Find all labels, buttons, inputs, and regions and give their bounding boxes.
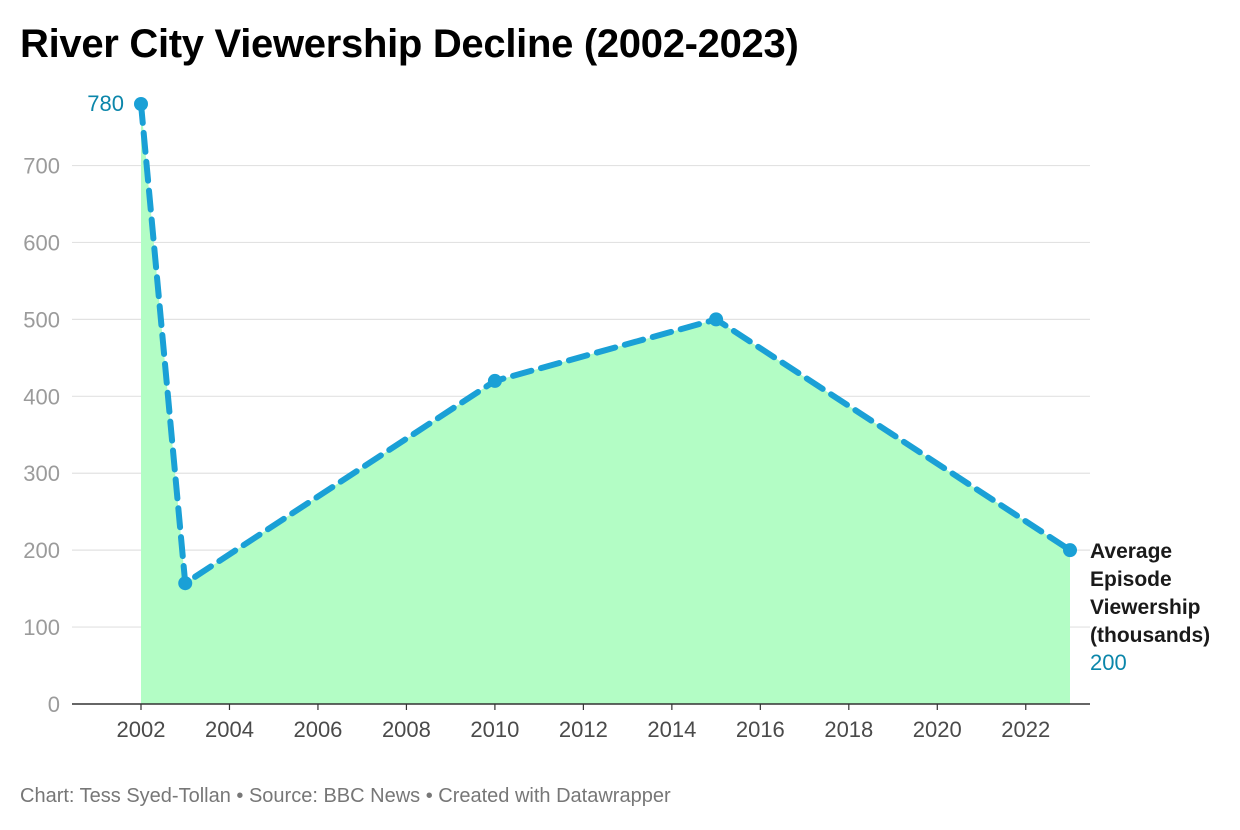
- area-fill-layer: [141, 104, 1070, 704]
- series-name-label: Average: [1090, 540, 1172, 563]
- chart-labels: 0 100 200 300 400 500 600 700 2002 2004 2006 2008 20…: [23, 91, 1210, 742]
- y-tick-label-500: 500: [23, 307, 60, 332]
- x-tick-label-2012: 2012: [559, 717, 608, 742]
- y-tick-label-200: 200: [23, 538, 60, 563]
- area-fill: [141, 104, 1070, 704]
- data-point-2002: [134, 97, 148, 111]
- series-name-label: (thousands): [1090, 624, 1210, 647]
- x-tick-label-2010: 2010: [470, 717, 519, 742]
- x-tick-label-2016: 2016: [736, 717, 785, 742]
- chart-title: River City Viewership Decline (2002-2023…: [20, 22, 799, 66]
- x-tick-label-2006: 2006: [293, 717, 342, 742]
- axes: [72, 703, 1090, 710]
- data-point-2003: [178, 576, 193, 591]
- x-tick-label-2022: 2022: [1001, 717, 1050, 742]
- y-tick-label-300: 300: [23, 461, 60, 486]
- x-tick-label-2020: 2020: [913, 717, 962, 742]
- series-name-label: Episode: [1090, 568, 1172, 591]
- data-point-2015: [709, 312, 724, 327]
- x-tick-label-2008: 2008: [382, 717, 431, 742]
- y-tick-label-400: 400: [23, 384, 60, 409]
- value-label-2002: 780: [87, 91, 124, 116]
- y-tick-label-600: 600: [23, 230, 60, 255]
- x-tick-label-2002: 2002: [117, 717, 166, 742]
- footer-separator: •: [420, 785, 439, 807]
- y-tick-label-100: 100: [23, 615, 60, 640]
- footer-tool: Created with Datawrapper: [438, 785, 671, 807]
- x-tick-label-2014: 2014: [647, 717, 696, 742]
- data-point-2010: [487, 373, 502, 388]
- data-points: [134, 97, 1077, 591]
- footer-source: Source: BBC News: [248, 785, 421, 807]
- x-tick-label-2004: 2004: [205, 717, 254, 742]
- series-name-label: Viewership: [1090, 596, 1201, 619]
- data-point-2023: [1063, 543, 1077, 558]
- footer-credit: Chart: Tess Syed-Tollan: [20, 785, 231, 807]
- chart-footer: Chart: Tess Syed-Tollan • Source: BBC Ne…: [20, 785, 671, 808]
- x-tick-label-2018: 2018: [824, 717, 873, 742]
- value-label-2023: 200: [1090, 650, 1127, 675]
- y-tick-label-700: 700: [23, 154, 60, 179]
- footer-separator: •: [230, 785, 249, 807]
- y-tick-label-0: 0: [48, 692, 60, 717]
